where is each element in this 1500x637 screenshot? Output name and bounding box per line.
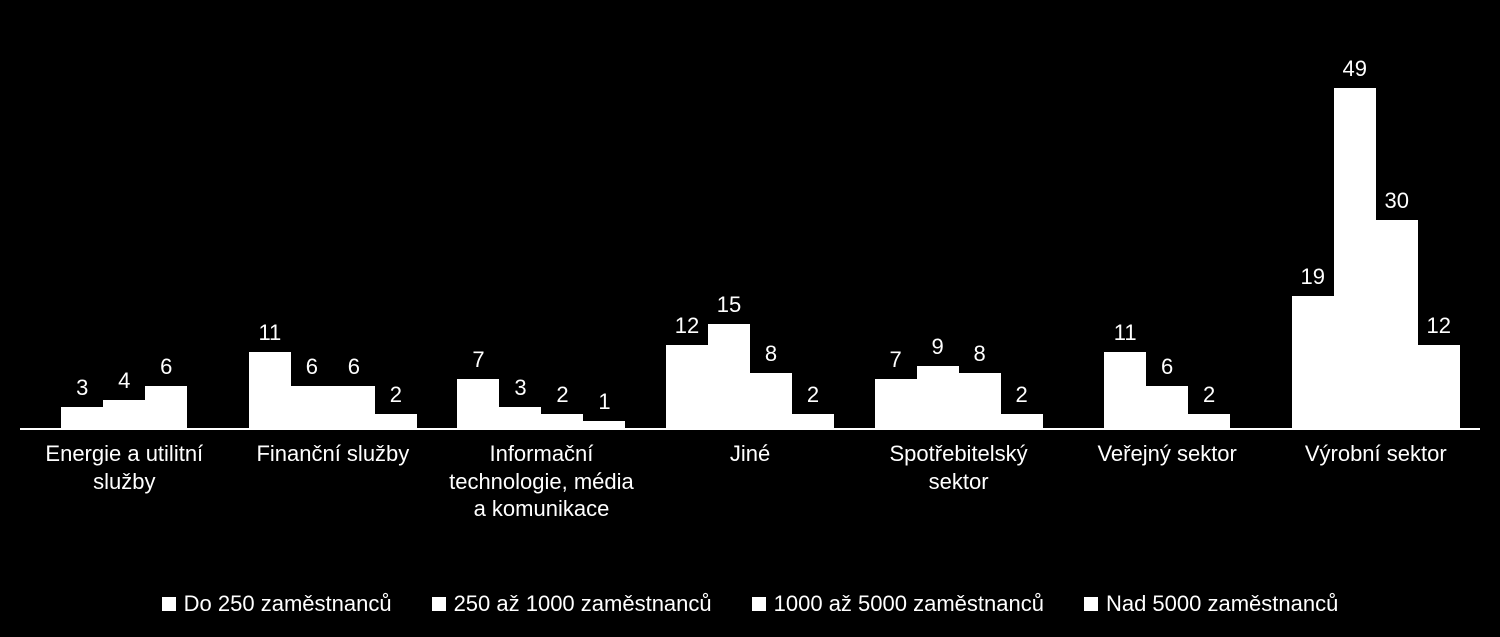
bar-cluster: 11662 [231, 20, 435, 428]
bar-cluster: 121582 [648, 20, 852, 428]
bar-value-label: 11 [1114, 320, 1137, 346]
bar-value-label: 8 [973, 341, 985, 367]
bar-value-label: 19 [1301, 264, 1325, 290]
bar-group: 121582 [646, 20, 855, 428]
bar-value-label: 4 [118, 368, 130, 394]
bar-value-label: 3 [76, 375, 88, 401]
bar-value-label: 12 [675, 313, 699, 339]
bar: 8 [959, 373, 1001, 429]
bar: 3 [499, 407, 541, 428]
bar-value-label: 8 [765, 341, 777, 367]
bar: 2 [1188, 414, 1230, 428]
legend-swatch-icon [1084, 597, 1098, 611]
legend-label: Nad 5000 zaměstnanců [1106, 591, 1338, 617]
legend-swatch-icon [162, 597, 176, 611]
legend-item: Do 250 zaměstnanců [162, 591, 392, 617]
bar-value-label: 7 [472, 347, 484, 373]
bar: 2 [375, 414, 417, 428]
bar-group: 1162 [1063, 20, 1272, 428]
bar-value-label: 6 [306, 354, 318, 380]
legend-label: 1000 až 5000 zaměstnanců [774, 591, 1044, 617]
bar: 6 [145, 386, 187, 428]
x-axis-label: Spotřebitelský sektor [854, 440, 1063, 523]
bar-group: 346 [20, 20, 229, 428]
legend-swatch-icon [752, 597, 766, 611]
bar: 2 [792, 414, 834, 428]
bar-value-label: 15 [717, 292, 741, 318]
bar-value-label: 2 [1015, 382, 1027, 408]
bar: 12 [1418, 345, 1460, 428]
bar-value-label: 2 [1203, 382, 1215, 408]
bar: 6 [291, 386, 333, 428]
bar-value-label: 6 [1161, 354, 1173, 380]
x-axis-label: Jiné [646, 440, 855, 523]
x-axis-labels: Energie a utilitní službyFinanční služby… [20, 440, 1480, 523]
bar-value-label: 6 [348, 354, 360, 380]
bar-value-label: 11 [258, 320, 281, 346]
bar-value-label: 2 [807, 382, 819, 408]
bar-cluster: 7321 [439, 20, 643, 428]
bar: 11 [249, 352, 291, 428]
legend-swatch-icon [432, 597, 446, 611]
legend-item: 250 až 1000 zaměstnanců [432, 591, 712, 617]
bar-value-label: 1 [598, 389, 610, 415]
legend: Do 250 zaměstnanců 250 až 1000 zaměstnanc… [20, 591, 1480, 617]
bar-value-label: 30 [1385, 188, 1409, 214]
bar-group: 7982 [854, 20, 1063, 428]
chart-container: 3461166273211215827982116219493012 Energ… [20, 20, 1480, 617]
x-axis-label: Informační technologie, média a komunika… [437, 440, 646, 523]
bar: 6 [1146, 386, 1188, 428]
x-axis-label: Energie a utilitní služby [20, 440, 229, 523]
bar: 49 [1334, 88, 1376, 428]
bar: 12 [666, 345, 708, 428]
bar: 19 [1292, 296, 1334, 428]
legend-item: 1000 až 5000 zaměstnanců [752, 591, 1044, 617]
bar-value-label: 3 [514, 375, 526, 401]
bar: 3 [61, 407, 103, 428]
x-axis-label: Výrobní sektor [1271, 440, 1480, 523]
bar-group: 7321 [437, 20, 646, 428]
bar-group: 19493012 [1271, 20, 1480, 428]
bar: 2 [541, 414, 583, 428]
legend-item: Nad 5000 zaměstnanců [1084, 591, 1338, 617]
legend-label: Do 250 zaměstnanců [184, 591, 392, 617]
x-axis-label: Finanční služby [229, 440, 438, 523]
bar-value-label: 7 [889, 347, 901, 373]
bar-value-label: 2 [390, 382, 402, 408]
bar: 30 [1376, 220, 1418, 428]
bar: 2 [1001, 414, 1043, 428]
x-axis-label: Veřejný sektor [1063, 440, 1272, 523]
bar-value-label: 12 [1427, 313, 1451, 339]
bar-cluster: 7982 [857, 20, 1061, 428]
bar: 7 [457, 379, 499, 428]
bar: 8 [750, 373, 792, 429]
bar-value-label: 6 [160, 354, 172, 380]
bar: 11 [1104, 352, 1146, 428]
bar: 9 [917, 366, 959, 428]
bar-cluster: 1162 [1086, 20, 1248, 428]
bar-cluster: 346 [43, 20, 205, 428]
legend-label: 250 až 1000 zaměstnanců [454, 591, 712, 617]
plot-area: 3461166273211215827982116219493012 [20, 20, 1480, 430]
bar-value-label: 2 [556, 382, 568, 408]
bar: 7 [875, 379, 917, 428]
bar: 4 [103, 400, 145, 428]
bar-cluster: 19493012 [1274, 20, 1478, 428]
bar: 15 [708, 324, 750, 428]
bar: 1 [583, 421, 625, 428]
bar-value-label: 49 [1343, 56, 1367, 82]
bar: 6 [333, 386, 375, 428]
bar-value-label: 9 [931, 334, 943, 360]
bar-group: 11662 [229, 20, 438, 428]
